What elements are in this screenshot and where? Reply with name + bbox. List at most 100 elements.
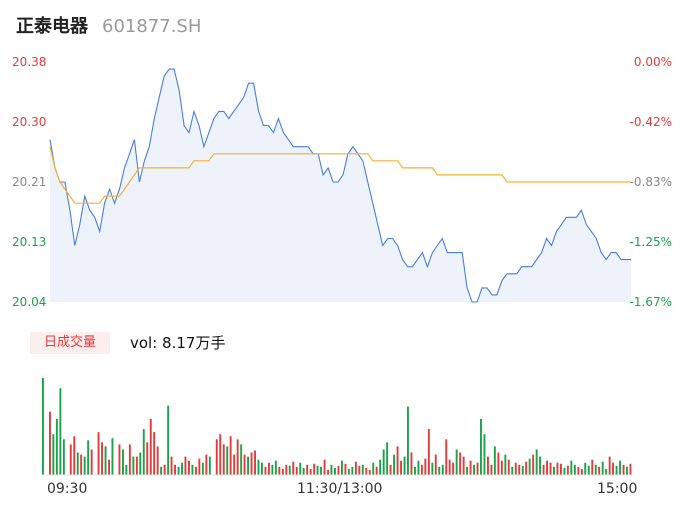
volume-bar	[361, 464, 364, 475]
time-label-open: 09:30	[47, 481, 88, 497]
volume-bar	[198, 458, 201, 475]
volume-bar	[372, 462, 375, 475]
volume-bar	[570, 460, 573, 475]
volume-bar	[431, 462, 434, 475]
volume-bar	[448, 459, 451, 475]
volume-bar	[292, 461, 295, 475]
volume-bar	[309, 468, 312, 475]
volume-bar	[368, 469, 371, 475]
volume-bar	[146, 442, 149, 475]
volume-bar	[455, 449, 458, 475]
volume-readout: vol: 8.17万手	[130, 332, 225, 354]
volume-bar	[591, 459, 594, 475]
right-tick-label: -1.67%	[630, 295, 672, 309]
volume-bar	[247, 456, 250, 475]
volume-bar	[163, 464, 166, 475]
volume-bar	[229, 436, 232, 475]
volume-bar	[215, 439, 218, 475]
right-tick-label: -0.42%	[630, 115, 672, 129]
volume-bar	[323, 459, 326, 475]
volume-bar	[306, 464, 309, 475]
volume-bar	[407, 406, 409, 475]
volume-bar	[261, 462, 263, 475]
volume-bar	[128, 444, 131, 475]
volume-bar	[438, 466, 441, 475]
volume-bar	[316, 465, 319, 475]
volume-bar	[347, 468, 350, 475]
volume-bar	[313, 463, 316, 475]
volume-bar	[160, 466, 163, 475]
volume-bar	[281, 468, 284, 475]
volume-prefix: vol:	[130, 334, 163, 352]
volume-bar	[622, 464, 625, 475]
price-area	[50, 69, 631, 302]
volume-bar	[403, 456, 406, 475]
left-tick-label: 20.13	[12, 235, 46, 249]
volume-bar	[118, 444, 121, 475]
volume-bar	[528, 458, 531, 475]
volume-bar	[240, 444, 243, 475]
volume-bar	[69, 444, 72, 475]
volume-bar	[542, 464, 545, 475]
volume-bar	[167, 405, 170, 475]
volume-bar	[379, 459, 382, 475]
volume-bar	[177, 466, 180, 475]
volume-bar	[553, 466, 555, 475]
volume-bar	[62, 439, 65, 475]
volume-bar	[462, 456, 465, 475]
volume-bar	[573, 464, 576, 475]
volume-bar	[188, 460, 190, 475]
volume-bar	[490, 464, 493, 475]
volume-bar	[414, 466, 416, 475]
volume-bar	[135, 456, 138, 475]
volume-bar	[97, 432, 100, 475]
time-label-close: 15:00	[597, 481, 638, 497]
volume-bar	[629, 463, 632, 475]
volume-bar	[205, 454, 208, 475]
volume-bar	[434, 454, 437, 475]
volume-bar	[288, 465, 291, 475]
volume-bar	[59, 388, 62, 475]
volume-bar	[122, 449, 124, 475]
volume-bar	[525, 461, 528, 475]
volume-bar	[285, 464, 288, 475]
volume-bar	[473, 464, 476, 475]
volume-bar	[344, 463, 347, 475]
volume-bar	[556, 462, 559, 475]
left-price-axis: 20.38 20.30 20.21 20.13 20.04	[12, 55, 46, 309]
volume-bar	[264, 466, 267, 475]
volume-bar	[441, 464, 444, 475]
volume-bar	[330, 464, 333, 475]
price-series	[49, 68, 631, 303]
volume-bar	[191, 464, 194, 475]
time-label-midday: 11:30/13:00	[297, 481, 383, 497]
volume-bar	[605, 468, 608, 475]
right-tick-label: -0.83%	[630, 175, 672, 189]
left-tick-label: 20.38	[12, 55, 46, 69]
volume-bar	[226, 446, 229, 475]
volume-bar	[469, 460, 472, 475]
volume-bar	[493, 446, 496, 475]
volume-bar	[243, 454, 246, 475]
volume-bar	[539, 456, 542, 475]
volume-bar	[90, 449, 93, 475]
volume-bar	[382, 449, 385, 475]
volume-bar	[549, 462, 552, 475]
volume-bar	[201, 462, 204, 475]
volume-tag: 日成交量	[30, 332, 110, 354]
volume-bar	[351, 466, 354, 475]
volume-bar	[466, 466, 469, 475]
volume-bar	[417, 460, 420, 475]
volume-bar	[420, 464, 423, 475]
volume-bar	[594, 464, 597, 475]
volume-bar	[170, 456, 173, 475]
volume-bar	[142, 429, 145, 475]
volume-bar	[327, 469, 330, 475]
volume-bar	[257, 459, 260, 475]
volume-bar	[42, 378, 44, 475]
volume-bar	[174, 464, 177, 475]
volume-bar	[518, 464, 521, 475]
volume-bar	[410, 452, 413, 475]
volume-bar	[268, 462, 270, 475]
